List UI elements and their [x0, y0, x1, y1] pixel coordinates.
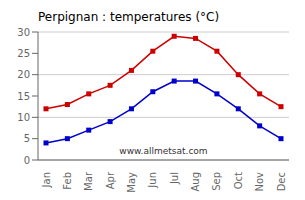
svg-text:Sep: Sep — [211, 172, 222, 191]
svg-text:Aug: Aug — [190, 172, 201, 192]
svg-text:Jan: Jan — [41, 172, 52, 188]
svg-text:10: 10 — [17, 112, 30, 123]
svg-text:30: 30 — [17, 27, 30, 38]
svg-text:20: 20 — [17, 69, 30, 80]
svg-text:Mar: Mar — [83, 171, 94, 191]
svg-text:Oct: Oct — [233, 172, 244, 189]
svg-text:Feb: Feb — [62, 172, 73, 190]
html-text:Perpignan : temperatures (°C): Perpignan : temperatures (°C) — [38, 10, 220, 24]
svg-text:May: May — [126, 172, 137, 192]
svg-text:Jul: Jul — [169, 172, 180, 185]
svg-text:Nov: Nov — [254, 172, 265, 192]
svg-text:0: 0 — [24, 155, 30, 166]
html-text:www.allmetsat.com: www.allmetsat.com — [119, 146, 208, 156]
svg-text:Jun: Jun — [147, 172, 158, 189]
svg-text:Apr: Apr — [105, 171, 116, 189]
svg-text:15: 15 — [17, 91, 30, 102]
svg-text:Dec: Dec — [276, 172, 287, 191]
svg-text:5: 5 — [24, 133, 30, 144]
svg-text:25: 25 — [17, 48, 30, 59]
